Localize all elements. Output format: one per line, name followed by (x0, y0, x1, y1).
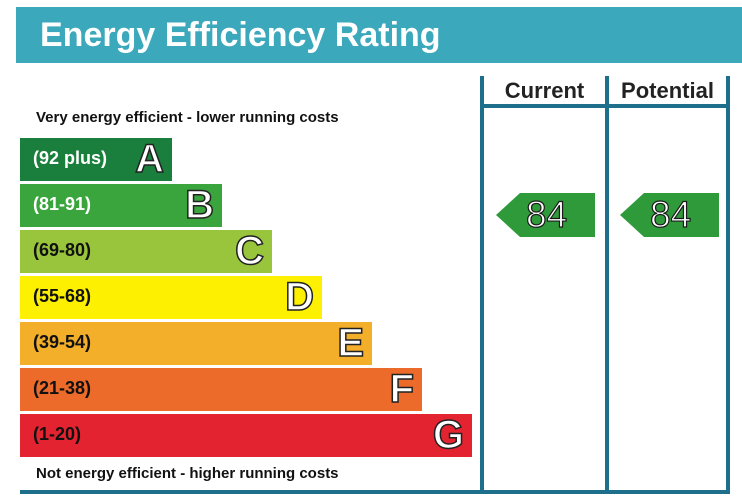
band-letter: A (134, 136, 164, 182)
current-arrow-shape (496, 193, 595, 237)
chart-title: Energy Efficiency Rating (40, 16, 441, 54)
band-letter: C (234, 228, 264, 274)
potential-rating-value: 84 (649, 193, 692, 235)
current-rating-arrow: 84 (496, 193, 595, 237)
bottom-caption: Not energy efficient - higher running co… (36, 465, 339, 482)
band-letter: E (337, 320, 365, 366)
header-divider-line (480, 104, 730, 108)
band-range-label: (39-54) (33, 332, 92, 352)
frame-left-line (480, 76, 484, 494)
potential-rating-arrow: 84 (620, 193, 719, 237)
band-range-label: (69-80) (33, 240, 92, 260)
title-bar: Energy Efficiency Rating (16, 7, 742, 63)
band-letter: F (389, 366, 415, 412)
band-letter: B (184, 182, 214, 228)
frame-middle-line (605, 76, 609, 494)
frame-bottom-line (20, 490, 730, 494)
band-b: (81-91) B (20, 182, 222, 228)
band-range-label: (92 plus) (33, 148, 108, 168)
band-e: (39-54) E (20, 320, 372, 366)
band-range-label: (1-20) (33, 424, 82, 444)
current-rating-value: 84 (525, 193, 568, 235)
frame-right-line (726, 76, 730, 494)
band-letter: D (284, 274, 314, 320)
band-range-label: (81-91) (33, 194, 92, 214)
band-g: (1-20) G (20, 412, 472, 458)
band-a: (92 plus) A (20, 136, 172, 182)
current-column-header: Current (504, 78, 585, 103)
band-range-label: (55-68) (33, 286, 92, 306)
band-c: (69-80) C (20, 228, 272, 274)
band-d: (55-68) D (20, 274, 322, 320)
top-caption: Very energy efficient - lower running co… (36, 109, 339, 126)
band-letter: G (432, 412, 465, 458)
potential-column-header: Potential (621, 78, 714, 103)
band-f: (21-38) F (20, 366, 422, 412)
potential-arrow-shape (620, 193, 719, 237)
band-range-label: (21-38) (33, 378, 92, 398)
